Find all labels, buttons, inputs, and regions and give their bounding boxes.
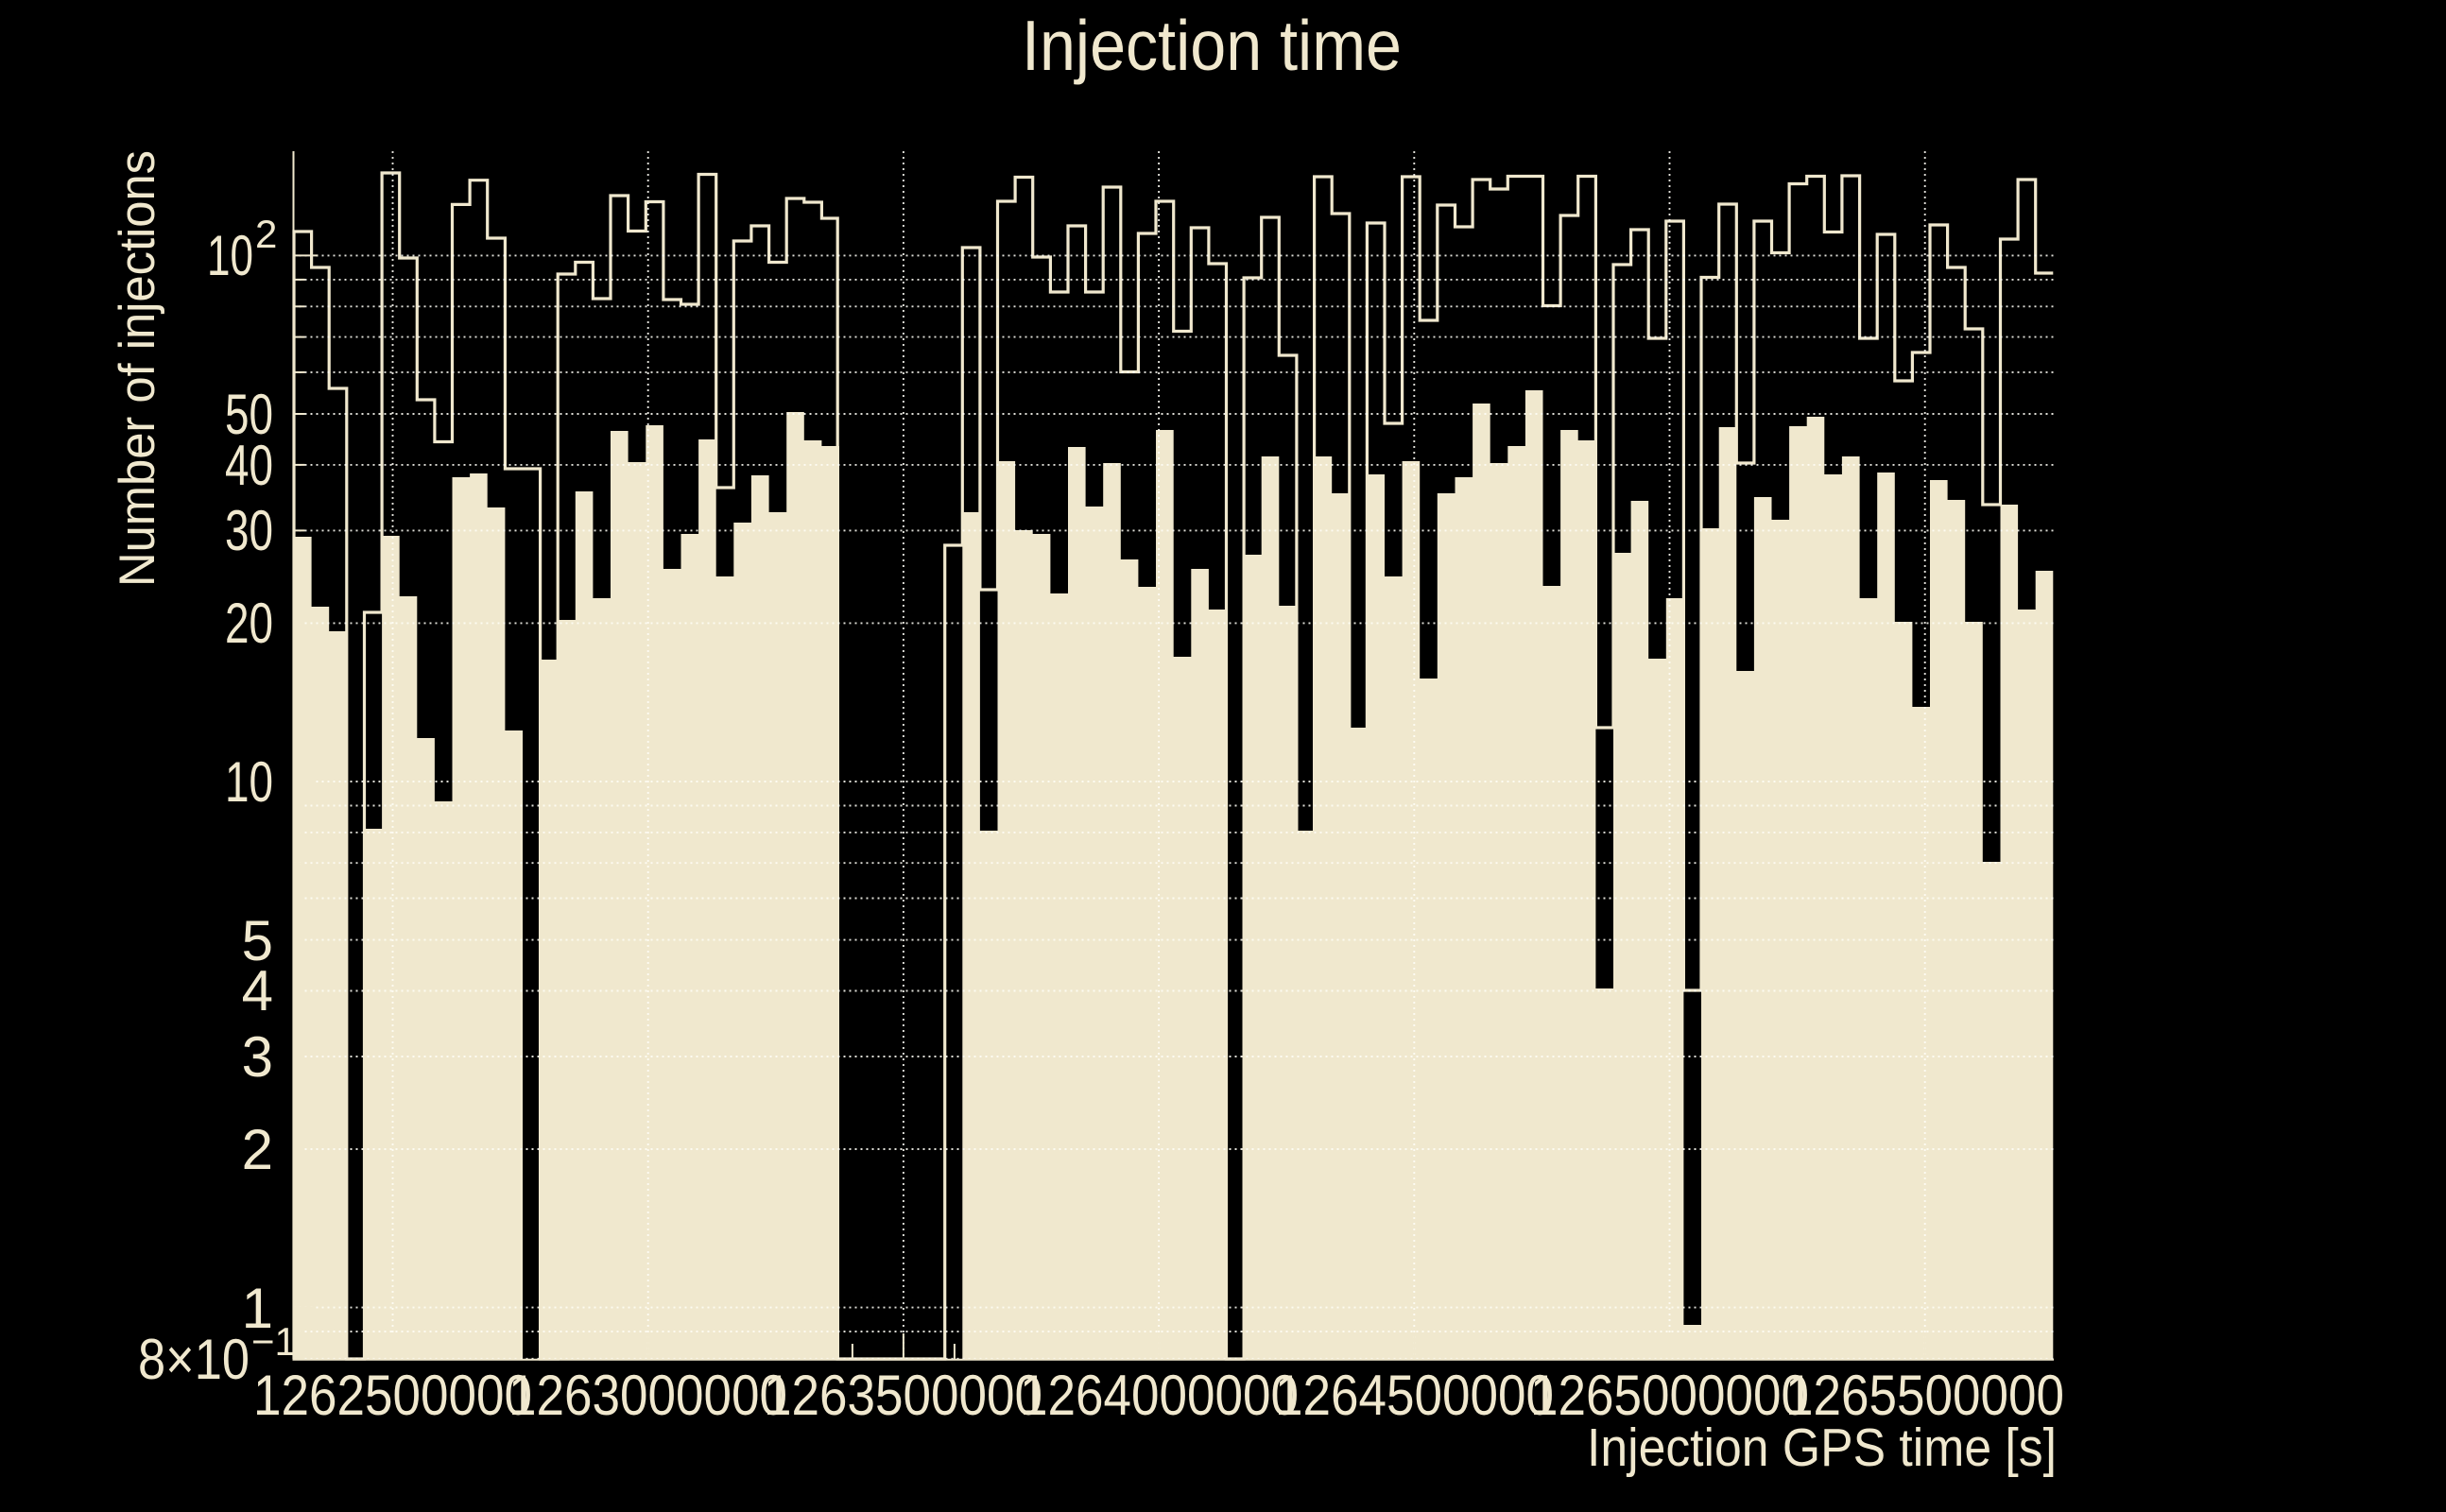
svg-text:1263000000: 1263000000 [508,1364,787,1427]
svg-text:1264000000: 1264000000 [1020,1364,1299,1427]
svg-text:3: 3 [242,1025,273,1089]
svg-text:20: 20 [225,592,273,655]
svg-text:1264500000: 1264500000 [1275,1364,1554,1427]
svg-text:5: 5 [242,909,273,972]
svg-text:2: 2 [255,212,277,256]
svg-text:Injection GPS time [s]: Injection GPS time [s] [1587,1418,2057,1478]
svg-text:8×10: 8×10 [138,1328,250,1391]
svg-text:Injection time: Injection time [1022,6,1402,85]
svg-text:−1: −1 [251,1319,297,1364]
svg-text:10: 10 [207,224,253,287]
svg-text:10: 10 [225,750,273,814]
svg-text:40: 40 [225,434,273,497]
svg-text:1: 1 [242,1277,273,1340]
svg-text:Number of injections: Number of injections [110,150,165,587]
svg-text:50: 50 [225,383,273,446]
svg-text:1263500000: 1263500000 [764,1364,1042,1427]
svg-text:2: 2 [242,1118,273,1181]
svg-text:4: 4 [242,959,273,1022]
svg-text:1265500000: 1265500000 [1785,1364,2064,1427]
svg-text:1262500000: 1262500000 [253,1364,532,1427]
svg-text:30: 30 [225,499,273,562]
svg-text:1265000000: 1265000000 [1530,1364,1809,1427]
